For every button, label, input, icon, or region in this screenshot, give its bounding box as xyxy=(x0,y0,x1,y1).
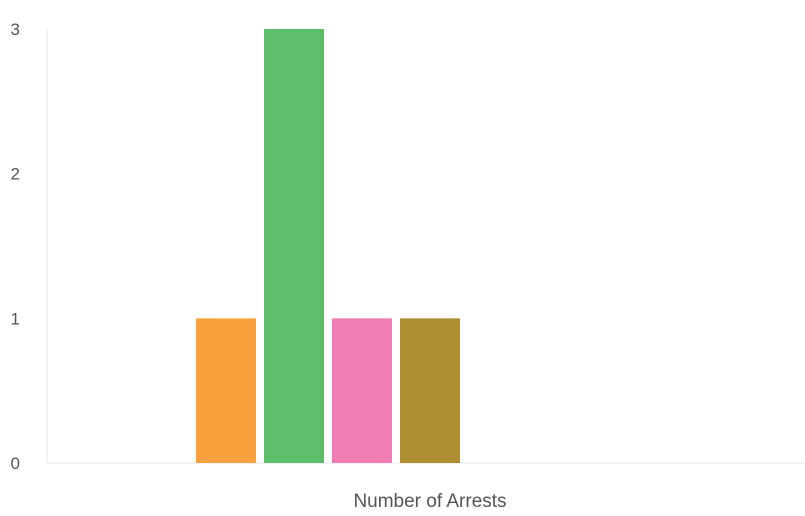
bar-1 xyxy=(196,318,256,463)
y-tick-label: 2 xyxy=(11,165,20,184)
y-axis-ticks: 0 1 2 3 xyxy=(11,20,20,473)
y-tick-label: 0 xyxy=(11,454,20,473)
x-axis-title: Number of Arrests xyxy=(353,491,506,512)
bars xyxy=(196,29,460,463)
y-tick-label: 1 xyxy=(11,309,20,328)
y-tick-label: 3 xyxy=(11,20,20,39)
bar-2 xyxy=(264,29,324,463)
bar-3 xyxy=(332,318,392,463)
bar-4 xyxy=(400,318,460,463)
